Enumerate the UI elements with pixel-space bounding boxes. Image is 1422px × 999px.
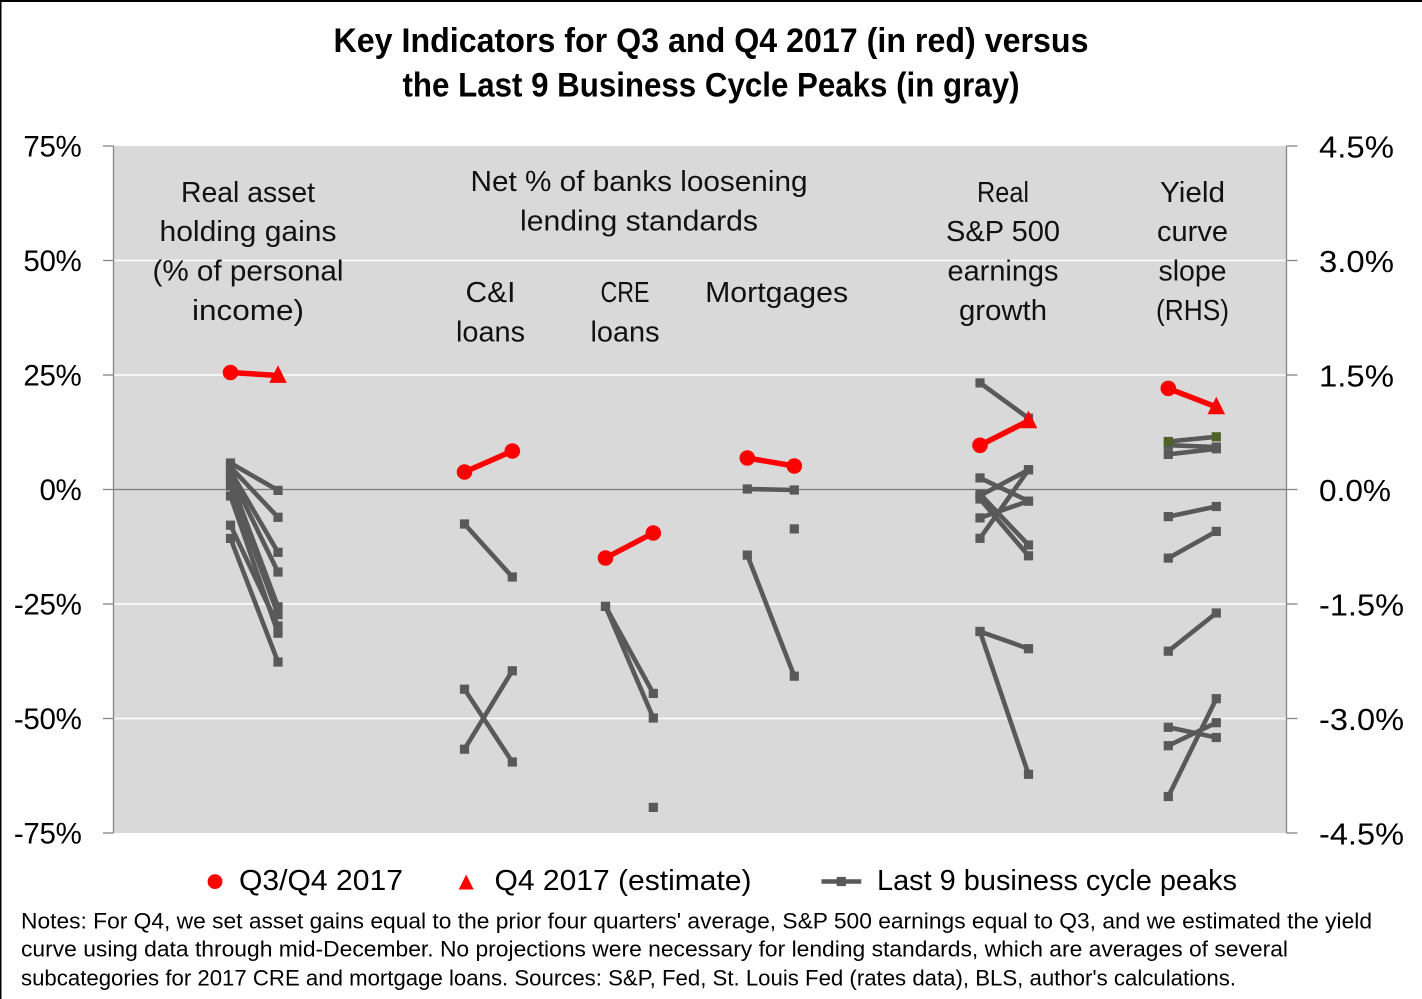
svg-text:Yield: Yield (1160, 177, 1225, 209)
svg-text:-25%: -25% (14, 589, 82, 622)
svg-text:-75%: -75% (14, 818, 82, 851)
svg-text:loans: loans (456, 317, 525, 349)
svg-text:25%: 25% (23, 360, 81, 393)
svg-text:Key Indicators for Q3 and Q4 2: Key Indicators for Q3 and Q4 2017 (in re… (334, 22, 1089, 60)
svg-text:earnings: earnings (948, 256, 1059, 288)
svg-text:0.0%: 0.0% (1319, 473, 1391, 508)
svg-text:Real asset: Real asset (181, 177, 315, 209)
svg-text:curve: curve (1157, 216, 1228, 248)
svg-text:slope: slope (1159, 256, 1227, 288)
svg-text:Notes: For Q4, we set asset ga: Notes: For Q4, we set asset gains equal … (21, 909, 1372, 934)
svg-text:Net % of banks loosening: Net % of banks loosening (471, 166, 808, 198)
svg-text:-1.5%: -1.5% (1319, 587, 1404, 622)
svg-text:Q3/Q4 2017: Q3/Q4 2017 (239, 865, 403, 897)
svg-text:S&P 500: S&P 500 (946, 216, 1060, 248)
svg-text:income): income) (192, 295, 304, 327)
svg-text:-4.5%: -4.5% (1319, 816, 1404, 851)
svg-text:-3.0%: -3.0% (1319, 702, 1404, 737)
svg-text:loans: loans (591, 317, 660, 349)
svg-text:1.5%: 1.5% (1319, 358, 1394, 393)
svg-text:lending standards: lending standards (520, 206, 758, 238)
svg-text:growth: growth (959, 295, 1047, 327)
svg-text:the Last 9 Business Cycle Peak: the Last 9 Business Cycle Peaks (in gray… (403, 67, 1020, 105)
svg-text:Q4 2017 (estimate): Q4 2017 (estimate) (495, 865, 752, 897)
svg-text:-50%: -50% (14, 703, 82, 736)
svg-text:(% of personal: (% of personal (153, 256, 344, 288)
svg-text:subcategories for 2017 CRE and: subcategories for 2017 CRE and mortgage … (21, 966, 1236, 991)
svg-text:CRE: CRE (601, 277, 650, 309)
svg-text:75%: 75% (23, 131, 81, 164)
svg-text:4.5%: 4.5% (1319, 129, 1394, 164)
svg-text:curve using data through mid-D: curve using data through mid-December. N… (21, 937, 1288, 962)
svg-text:(RHS): (RHS) (1156, 295, 1229, 327)
svg-text:0%: 0% (39, 474, 81, 507)
svg-text:Real: Real (977, 177, 1029, 209)
svg-text:3.0%: 3.0% (1319, 244, 1394, 279)
svg-text:Mortgages: Mortgages (705, 277, 848, 309)
svg-text:holding gains: holding gains (160, 216, 337, 248)
svg-text:50%: 50% (23, 245, 81, 278)
svg-text:Last 9 business cycle peaks: Last 9 business cycle peaks (877, 865, 1237, 897)
svg-text:C&I: C&I (466, 277, 516, 309)
